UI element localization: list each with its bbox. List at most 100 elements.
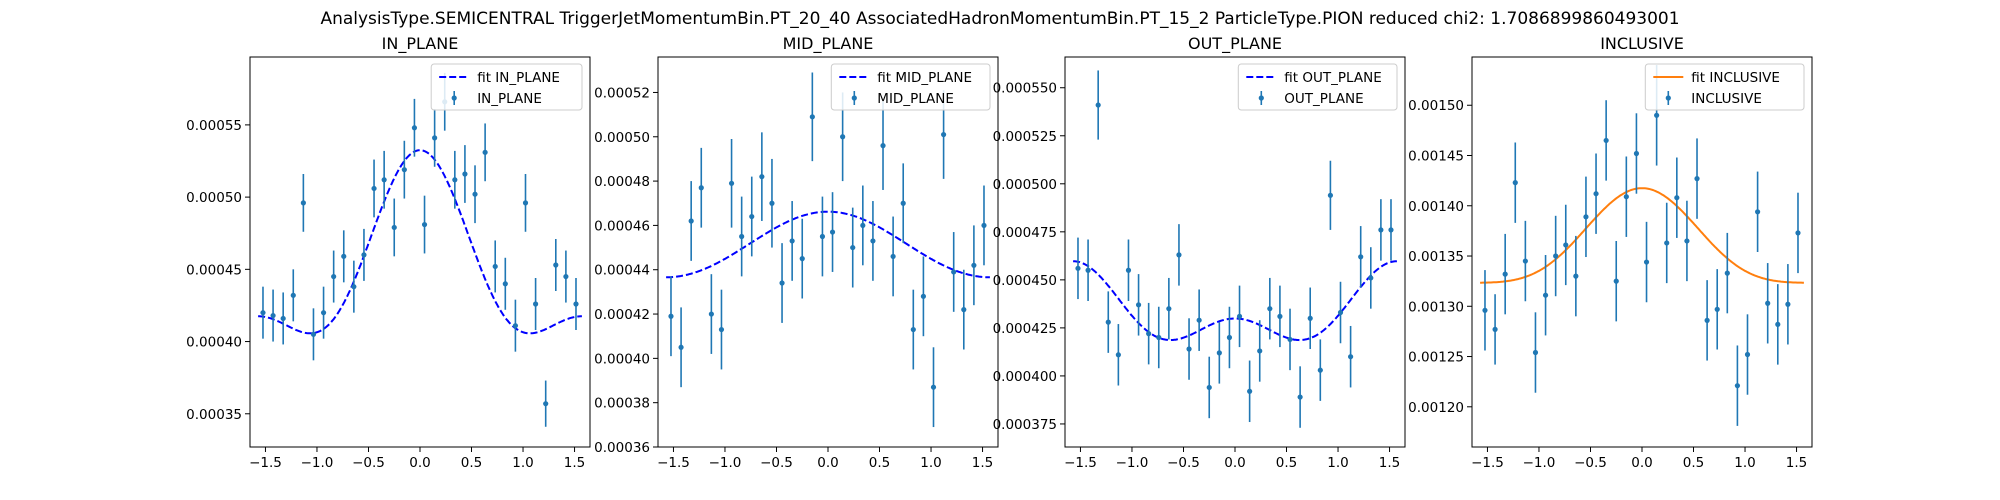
panel-4-legend-data-marker bbox=[1665, 95, 1671, 101]
panel-2-axes-frame bbox=[657, 56, 999, 448]
panel-1-xtick-label: 0.5 bbox=[461, 455, 482, 471]
panel-4-data-point bbox=[1583, 214, 1589, 220]
panel-4-data-point bbox=[1482, 307, 1488, 313]
panel-1-data-point bbox=[310, 331, 317, 337]
panel-1-ytick-label: 0.00055 bbox=[186, 118, 242, 134]
panel-3-data-point bbox=[1388, 227, 1394, 233]
panel-4-data-point bbox=[1492, 326, 1498, 332]
panel-1-data-point bbox=[432, 135, 438, 141]
panel-3-ytick-label: 0.000450 bbox=[993, 273, 1057, 289]
panel-2-data-point bbox=[930, 384, 937, 390]
panel-3-xtick-label: −1.5 bbox=[1064, 455, 1097, 471]
panel-2-xtick-label: 1.0 bbox=[920, 455, 941, 471]
panel-3-data-point bbox=[1095, 102, 1101, 108]
panel-3-fit-curve bbox=[1073, 260, 1397, 342]
panel-3-data-point bbox=[1176, 252, 1182, 258]
panel-2-data-point bbox=[718, 326, 725, 333]
panel-3-data-point bbox=[1085, 267, 1091, 273]
panel-4-xtick-label: 1.5 bbox=[1786, 455, 1807, 471]
panel-3-data-point bbox=[1327, 192, 1334, 198]
panel-4-ytick-label: 0.00120 bbox=[1408, 400, 1464, 416]
panel-3-axes-frame bbox=[1064, 56, 1406, 448]
panel-1-data-point bbox=[341, 253, 347, 259]
panel-1-data-point bbox=[361, 252, 367, 258]
panel-2-data-point bbox=[840, 134, 846, 140]
panel-3-data-point bbox=[1156, 334, 1162, 341]
panel-3-data-point bbox=[1277, 313, 1283, 319]
panel-1-data-point bbox=[331, 273, 337, 280]
panel-4-data-point bbox=[1542, 292, 1549, 298]
panel-1-xtick-label: 1.0 bbox=[512, 455, 533, 471]
panel-4-data-point bbox=[1694, 176, 1700, 182]
panel-2-data-point bbox=[951, 269, 957, 275]
panel-1-xtick-label: 0.0 bbox=[409, 455, 430, 471]
panel-2-plot-area bbox=[666, 72, 990, 428]
panel-2-data-point bbox=[668, 313, 674, 319]
panel-3-data-point bbox=[1378, 227, 1384, 233]
panel-4-data-point bbox=[1563, 242, 1569, 248]
panel-2-data-point bbox=[910, 326, 916, 333]
panel-2-data-point bbox=[880, 143, 886, 149]
panel-1-data-point bbox=[502, 281, 508, 287]
panel-3-legend-data-label: OUT_PLANE bbox=[1284, 91, 1363, 107]
panel-3-data-point bbox=[1075, 265, 1081, 271]
panel-4-data-point bbox=[1593, 191, 1599, 197]
panel-3-data-point bbox=[1196, 317, 1202, 323]
panel-2-data-point bbox=[920, 293, 927, 299]
panel-2-data-point bbox=[749, 213, 755, 220]
panel-4: INCLUSIVE −1.5 −1.0 −0.5 0.0 0.5 1.0 1.5 0.00120… bbox=[1408, 34, 1813, 471]
panel-1-xtick-label: −0.5 bbox=[352, 455, 385, 471]
panel-1-data-point bbox=[381, 177, 387, 183]
panel-3-data-point bbox=[1135, 302, 1142, 308]
panel-1-xtick-label: −1.0 bbox=[301, 455, 334, 471]
panel-3-data-point bbox=[1267, 306, 1273, 312]
panel-4-data-point bbox=[1775, 321, 1781, 327]
panel-1-data-point bbox=[421, 221, 428, 228]
panel-4-data-point bbox=[1613, 278, 1619, 284]
panel-4-data-point bbox=[1785, 301, 1791, 307]
panel-2-data-point bbox=[850, 244, 856, 251]
panel-4-fit-curve bbox=[1480, 187, 1804, 284]
panel-3-data-point bbox=[1105, 319, 1111, 325]
panel-4-xtick-label: 0.5 bbox=[1683, 455, 1704, 471]
panel-4-data-point bbox=[1623, 194, 1629, 200]
panel-4-data-point bbox=[1654, 112, 1660, 118]
panel-2-data-point bbox=[708, 311, 714, 317]
panel-4-ytick-label: 0.00135 bbox=[1408, 249, 1464, 265]
panel-2-legend-box bbox=[830, 63, 991, 111]
panel-1-data-point bbox=[411, 125, 418, 131]
panel-1-legend-fit-label: fit IN_PLANE bbox=[477, 70, 560, 86]
panel-1-data-point bbox=[300, 200, 306, 206]
panel-2-data-point bbox=[799, 256, 805, 262]
panel-2-fit-curve bbox=[666, 210, 990, 279]
panel-2-xtick-label: 0.0 bbox=[817, 455, 838, 471]
panel-1-xtick-label: −1.5 bbox=[249, 455, 282, 471]
panel-3-data-point bbox=[1317, 367, 1323, 373]
panel-1-data-point bbox=[401, 167, 407, 173]
panel-3-data-point bbox=[1146, 331, 1152, 337]
panel-2-data-point bbox=[961, 307, 967, 313]
panel-1-data-point bbox=[543, 401, 549, 407]
panel-4-xtick-label: 0.0 bbox=[1631, 455, 1652, 471]
panel-3-xtick-label: 1.0 bbox=[1327, 455, 1348, 471]
panel-1-data-point bbox=[260, 310, 266, 316]
panel-4-data-point bbox=[1603, 137, 1609, 144]
panel-1-data-point bbox=[280, 315, 286, 322]
panel-3-data-point bbox=[1307, 315, 1313, 321]
panel-4-data-point bbox=[1724, 270, 1730, 276]
panel-3-ytick-label: 0.000425 bbox=[993, 321, 1057, 337]
panel-2-data-point bbox=[698, 185, 704, 191]
panel-3-data-point bbox=[1247, 388, 1253, 394]
panel-2-ytick-label: 0.00048 bbox=[594, 174, 650, 190]
panel-3-data-point bbox=[1297, 394, 1303, 400]
panel-2-legend-data-marker bbox=[851, 95, 857, 101]
panel-2-xtick-label: −1.5 bbox=[657, 455, 690, 471]
panel-3-legend-fit-label: fit OUT_PLANE bbox=[1284, 70, 1381, 86]
panel-1-xtick-label: 1.5 bbox=[564, 455, 585, 471]
panel-4-data-point bbox=[1502, 271, 1508, 277]
panel-4-plot-area bbox=[1480, 65, 1804, 426]
panel-3-legend-data-marker bbox=[1258, 95, 1264, 101]
panel-2-ytick-label: 0.00042 bbox=[594, 307, 650, 323]
panel-4-data-point bbox=[1553, 253, 1559, 259]
